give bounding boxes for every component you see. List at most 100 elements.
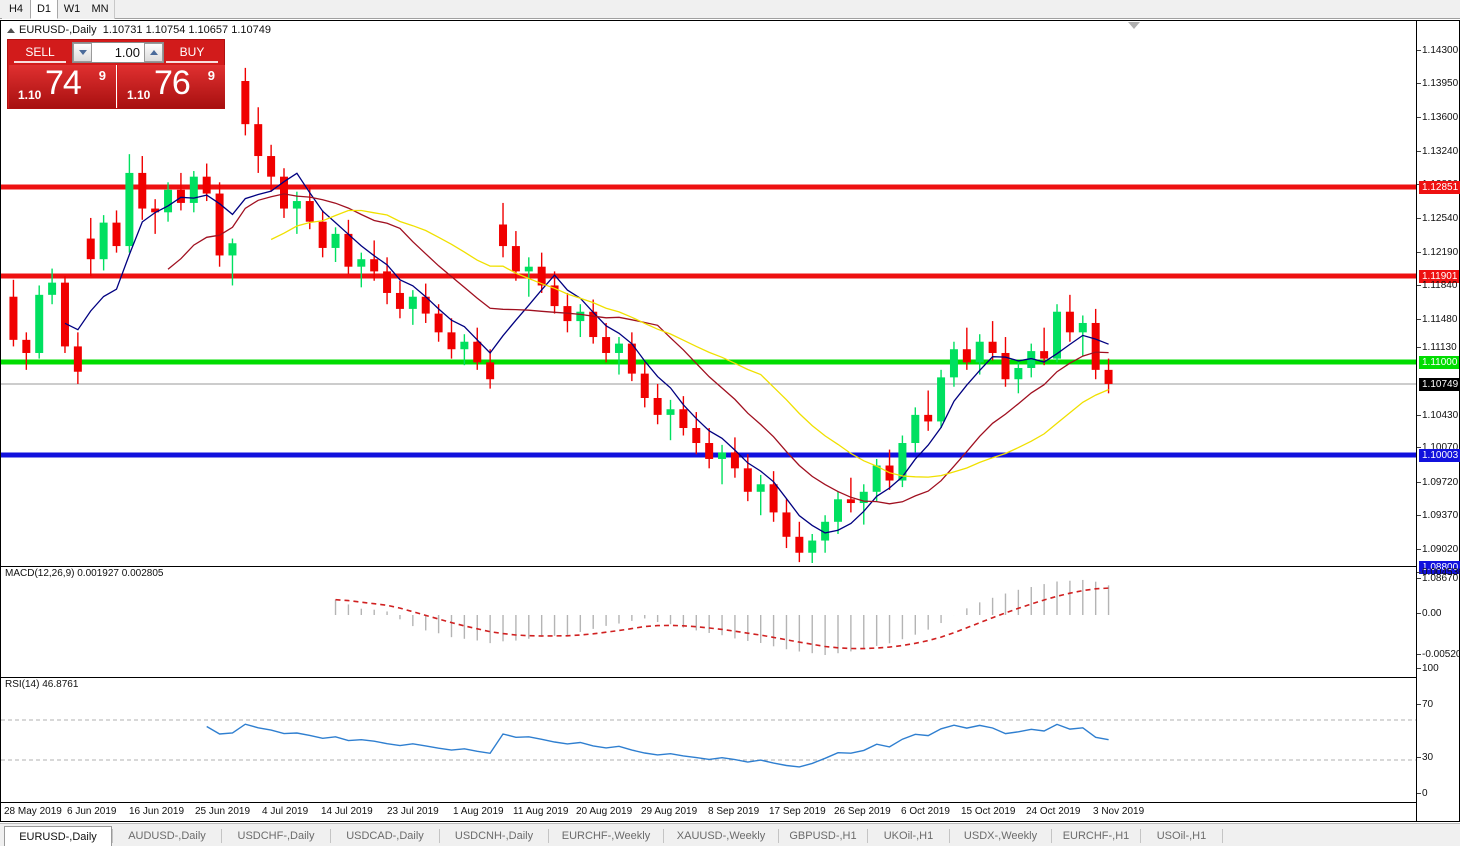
sell-price-quote[interactable]: 1.10 74 9 — [9, 65, 116, 108]
candle-body — [99, 222, 108, 260]
candle-body — [125, 172, 134, 247]
price-tick-label: 1.11130 — [1422, 342, 1457, 353]
chart-tab-bar[interactable]: EURUSD-,Daily AUDUSD-,Daily USDCHF-,Daily U… — [0, 823, 1460, 846]
candle-body — [331, 233, 340, 248]
candle-body — [344, 233, 353, 267]
volume-value[interactable]: 1.00 — [114, 45, 140, 60]
date-axis-label: 24 Oct 2019 — [1026, 806, 1081, 817]
chart-tab-gbpusdh1[interactable]: GBPUSD-,H1 — [789, 830, 857, 842]
price-tick-mark — [1417, 482, 1421, 483]
macd-pane[interactable]: MACD(12,26,9) 0.001927 0.002805 — [1, 566, 1417, 676]
buy-price-quote[interactable]: 1.10 76 9 — [118, 65, 225, 108]
price-scale[interactable]: 1.143001.139501.136001.132401.128901.128… — [1416, 21, 1460, 821]
price-tick-label[interactable]: 1.12851 — [1419, 181, 1460, 194]
sell-button[interactable]: SELL — [25, 45, 55, 59]
candle-body — [395, 292, 404, 309]
chart-tab-ukoilh1[interactable]: UKOil-,H1 — [883, 830, 934, 842]
timeframe-tab-mn[interactable]: MN — [86, 0, 114, 19]
sell-underline — [14, 61, 66, 63]
candle-body — [228, 243, 237, 256]
chart-tab-eurusddaily[interactable]: EURUSD-,Daily — [4, 826, 112, 846]
symbol-ohlc-values: 1.10731 1.10754 1.10657 1.10749 — [102, 24, 271, 36]
date-axis-label: 23 Jul 2019 — [387, 806, 439, 817]
chart-frame[interactable]: MACD(12,26,9) 0.001927 0.002805 RSI(14) … — [0, 20, 1460, 822]
volume-decrease-button[interactable] — [73, 43, 92, 62]
chart-tab-eurchfh1[interactable]: EURCHF-,H1 — [1062, 830, 1130, 842]
chart-tab-xauusdweekly[interactable]: XAUUSD-,Weekly — [676, 830, 766, 842]
one-click-trading-controls: SELL 1.00 BUY — [8, 40, 224, 64]
candle-body — [692, 428, 701, 444]
candle-body — [86, 238, 95, 260]
caret-up-icon — [149, 50, 158, 55]
candle-body — [1053, 311, 1062, 359]
date-axis-label: 8 Sep 2019 — [708, 806, 760, 817]
date-axis-label: 6 Oct 2019 — [901, 806, 950, 817]
candle-body — [48, 282, 57, 295]
timeframe-tab-d1[interactable]: D1 — [30, 0, 58, 19]
date-axis-label: 17 Sep 2019 — [769, 806, 826, 817]
price-tick-label[interactable]: 1.10003 — [1419, 449, 1460, 462]
moving-average-ma-mid — [167, 193, 1109, 505]
candle-body — [215, 193, 224, 256]
chart-tab-usoilh1[interactable]: USOil-,H1 — [1156, 830, 1207, 842]
candle-body — [22, 339, 31, 353]
timeframe-tab-h4[interactable]: H4 — [2, 0, 30, 19]
date-axis-label: 14 Jul 2019 — [321, 806, 373, 817]
sell-price-main: 74 — [45, 65, 82, 102]
symbol-name: EURUSD-,Daily — [19, 24, 97, 36]
price-tick-label: 1.13950 — [1422, 78, 1459, 89]
price-tick-label: 1.09020 — [1422, 544, 1459, 555]
one-click-trading-panel[interactable]: SELL 1.00 BUY 1.10 74 9 — [7, 39, 225, 109]
candle-body — [176, 189, 185, 203]
timeframe-tab-w1[interactable]: W1 — [58, 0, 86, 19]
symbol-ohlc-line: EURUSD-,Daily 1.10731 1.10754 1.10657 1.… — [7, 24, 271, 36]
price-tick-label[interactable]: 1.08800 — [1419, 561, 1460, 574]
chart-tab-separator — [1140, 829, 1141, 843]
candle-body — [911, 414, 920, 444]
chart-tab-usdcaddaily[interactable]: USDCAD-,Daily — [346, 830, 424, 842]
timeframe-toolbar: H4 D1 W1 MN — [0, 0, 1460, 19]
price-tick-label: 1.10070 — [1422, 442, 1459, 453]
rsi-scale-tick-mark — [1417, 757, 1421, 758]
price-tick-label[interactable]: 1.11901 — [1419, 270, 1460, 283]
candle-body — [859, 491, 868, 504]
sell-price-prefix: 1.10 — [18, 88, 42, 102]
candle-body — [383, 271, 392, 293]
chart-tab-audusddaily[interactable]: AUDUSD-,Daily — [128, 830, 206, 842]
chart-tab-eurchfweekly[interactable]: EURCHF-,Weekly — [561, 830, 651, 842]
date-axis-label: 4 Jul 2019 — [262, 806, 309, 817]
chart-tab-separator — [778, 829, 779, 843]
candle-body — [808, 540, 817, 553]
price-tick-mark — [1417, 415, 1421, 416]
chart-tab-separator — [548, 829, 549, 843]
macd-signal-line — [335, 587, 1109, 650]
price-tick-label[interactable]: 1.11000 — [1419, 356, 1460, 369]
buy-button[interactable]: BUY — [179, 45, 205, 59]
date-axis-label: 3 Nov 2019 — [1093, 806, 1145, 817]
date-axis-label: 29 Aug 2019 — [641, 806, 698, 817]
candle-body — [975, 341, 984, 363]
candle-body — [821, 521, 830, 541]
chart-tab-usdchfdaily[interactable]: USDCHF-,Daily — [237, 830, 315, 842]
rsi-pane[interactable]: RSI(14) 46.8761 — [1, 677, 1417, 801]
price-chart-pane[interactable] — [1, 21, 1417, 563]
candle-body — [1027, 351, 1036, 368]
volume-increase-button[interactable] — [144, 43, 163, 62]
price-tick-label[interactable]: 1.10749 — [1419, 378, 1460, 391]
sell-price-fraction: 9 — [98, 68, 106, 83]
macd-scale-tick-mark — [1417, 654, 1421, 655]
collapse-triangle-icon[interactable] — [7, 27, 15, 33]
candle-body — [460, 341, 469, 350]
volume-stepper[interactable]: 1.00 — [72, 42, 164, 63]
candle-body — [151, 208, 160, 213]
moving-average-ma-fast — [64, 172, 1109, 534]
price-tick-label: 1.10430 — [1422, 410, 1459, 421]
price-tick-mark — [1417, 319, 1421, 320]
chart-tab-separator — [221, 829, 222, 843]
candle-body — [138, 172, 147, 209]
chart-tab-usdcnhdaily[interactable]: USDCNH-,Daily — [454, 830, 534, 842]
chart-tab-usdxweekly[interactable]: USDX-,Weekly — [963, 830, 1038, 842]
quote-divider — [116, 65, 117, 108]
candle-body — [795, 536, 804, 553]
